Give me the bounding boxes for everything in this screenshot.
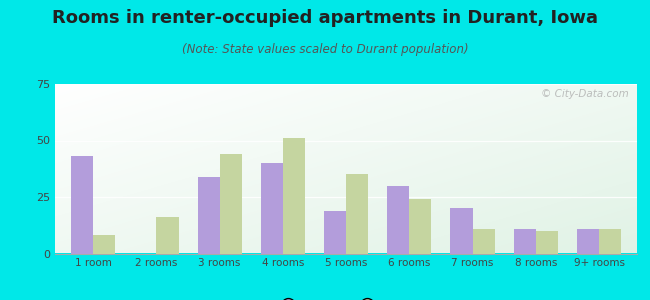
Bar: [410, 199, 432, 254]
Bar: [599, 229, 621, 253]
Bar: [198, 177, 220, 254]
Bar: [514, 229, 536, 253]
Legend: Durant, Iowa: Durant, Iowa: [276, 294, 416, 300]
Bar: [536, 231, 558, 254]
Bar: [283, 138, 305, 254]
Bar: [261, 163, 283, 254]
Bar: [387, 186, 410, 254]
Bar: [324, 211, 346, 254]
Bar: [346, 174, 369, 254]
Bar: [220, 154, 242, 254]
Bar: [157, 217, 179, 254]
Text: © City-Data.com: © City-Data.com: [541, 89, 629, 99]
Bar: [577, 229, 599, 253]
Bar: [450, 208, 473, 254]
Bar: [71, 156, 93, 254]
Bar: [93, 236, 115, 253]
Text: Rooms in renter-occupied apartments in Durant, Iowa: Rooms in renter-occupied apartments in D…: [52, 9, 598, 27]
Text: (Note: State values scaled to Durant population): (Note: State values scaled to Durant pop…: [182, 44, 468, 56]
Bar: [473, 229, 495, 253]
